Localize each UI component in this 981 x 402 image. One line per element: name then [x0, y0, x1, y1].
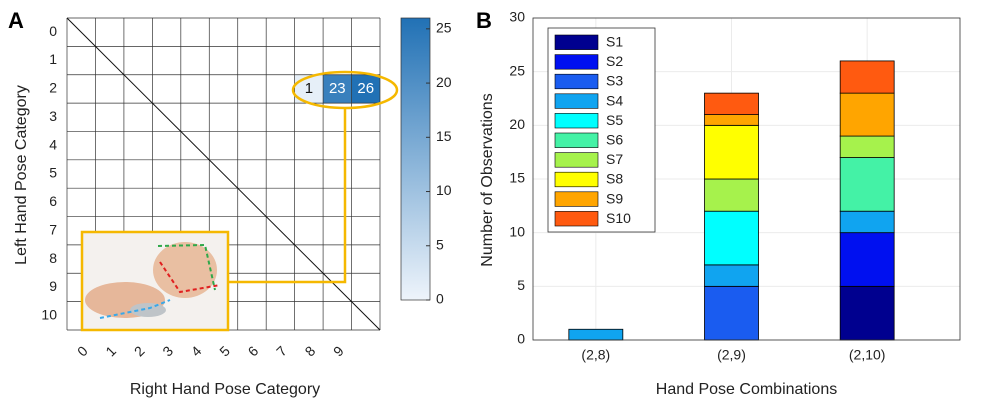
y-tick-label: 0 [517, 331, 525, 347]
y-tick-label: 4 [49, 136, 57, 152]
y-tick-label: 5 [517, 277, 525, 293]
x-tick-label: 1 [102, 343, 119, 360]
legend-swatch [554, 54, 599, 70]
legend-swatch [554, 171, 599, 188]
x-tick-label: 6 [245, 343, 262, 360]
colorbar-tick-label: 10 [436, 182, 452, 198]
legend-swatch [554, 93, 599, 109]
legend-label: S7 [606, 151, 623, 167]
x-tick-label: (2,8) [581, 347, 610, 363]
legend-swatch [554, 34, 599, 50]
bar-segment [704, 264, 759, 287]
y-tick-label: 10 [509, 223, 525, 239]
legend-label: S2 [606, 53, 623, 69]
legend-label: S3 [606, 73, 623, 89]
x-tick-label: 7 [273, 343, 290, 360]
bar-segment [839, 92, 895, 137]
legend-swatch [554, 113, 599, 129]
cell [351, 74, 380, 104]
bar-segment [704, 210, 759, 266]
cell-label: 23 [329, 80, 346, 97]
colorbar [400, 17, 431, 301]
bar-segment [839, 135, 895, 158]
legend-swatch [554, 132, 599, 148]
x-tick-label: 3 [159, 343, 176, 360]
panel-label: A [8, 8, 24, 33]
y-tick-label: 7 [49, 221, 57, 237]
diagonal [66, 17, 381, 331]
bar-segment [704, 285, 759, 341]
y-tick-label: 6 [49, 193, 57, 209]
bar-segment [839, 157, 895, 212]
legend-label: S4 [606, 92, 623, 108]
axes-box [532, 17, 961, 341]
bar-segment [704, 92, 759, 115]
x-tick-label: 0 [74, 343, 91, 360]
y-tick-label: 20 [509, 116, 525, 132]
y-tick-label: 30 [509, 9, 525, 25]
colorbar-tick-label: 25 [436, 20, 452, 36]
legend-swatch [554, 191, 599, 207]
colorbar-tick-label: 5 [436, 236, 444, 252]
bar-segment [704, 114, 759, 126]
y-tick-label: 2 [49, 80, 57, 96]
y-tick-label: 1 [49, 51, 57, 67]
y-tick-label: 8 [49, 250, 57, 266]
x-tick-label: 2 [131, 343, 148, 360]
y-tick-label: 0 [49, 23, 57, 39]
y-tick-label: 15 [509, 170, 525, 186]
cell-label: 26 [357, 80, 374, 97]
bar-segment [568, 328, 624, 341]
x-axis-title: Right Hand Pose Category [130, 381, 320, 398]
y-tick-label: 3 [49, 108, 57, 124]
x-tick-label: 8 [302, 343, 319, 360]
colorbar-tick-label: 15 [436, 128, 452, 144]
panel-label: B [476, 8, 492, 33]
y-tick-label: 9 [49, 278, 57, 294]
y-tick-label: 25 [509, 62, 525, 78]
x-axis-title: Hand Pose Combinations [656, 381, 837, 398]
colorbar-tick-label: 20 [436, 74, 452, 90]
cell [323, 74, 352, 104]
heatmap [294, 74, 380, 104]
bar-segment [839, 210, 895, 234]
legend-label: S10 [606, 210, 631, 226]
legend-label: S5 [606, 112, 623, 128]
y-axis-title: Left Hand Pose Category [13, 85, 30, 265]
legend-label: S6 [606, 132, 623, 148]
inset-photo [80, 230, 230, 332]
bar-segment [704, 178, 759, 212]
colorbar-tick-label: 0 [436, 291, 444, 307]
x-tick-label: (2,9) [717, 347, 746, 363]
bar-segment [839, 285, 895, 341]
legend-label: S1 [606, 34, 623, 50]
y-tick-label: 10 [41, 307, 57, 323]
legend-label: S8 [606, 171, 623, 187]
connector [228, 108, 347, 284]
y-axis-title: Number of Observations [479, 93, 496, 266]
legend-swatch [554, 211, 599, 227]
x-tick-label: 5 [216, 343, 233, 360]
legend-swatch [554, 152, 599, 168]
legend-label: S9 [606, 190, 623, 206]
bar-segment [704, 124, 759, 180]
bar-segment [839, 60, 895, 94]
x-tick-label: (2,10) [849, 347, 886, 363]
y-tick-label: 5 [49, 165, 57, 181]
x-tick-label: 9 [330, 343, 347, 360]
x-tick-label: 4 [188, 343, 205, 360]
bar-segment [839, 232, 895, 287]
legend-swatch [554, 73, 599, 90]
cell-label: 1 [305, 80, 313, 97]
